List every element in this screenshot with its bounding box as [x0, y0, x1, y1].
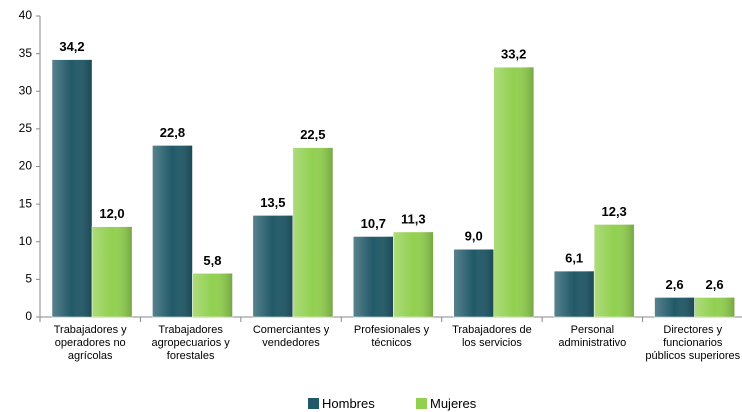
bar-shade	[594, 224, 635, 317]
bar-group	[553, 270, 595, 318]
data-label: 22,5	[300, 127, 325, 142]
y-tick-label: 15	[19, 196, 33, 210]
legend-swatch	[416, 398, 427, 409]
bar-group	[393, 231, 434, 318]
bar-group	[593, 224, 635, 318]
y-tick-label: 10	[19, 234, 33, 248]
y-tick-label: 40	[19, 8, 33, 22]
bar-group	[292, 147, 334, 318]
y-tick-label: 25	[19, 121, 33, 135]
bar-shade	[152, 145, 193, 317]
bar-group	[654, 297, 695, 318]
bar-shade	[192, 273, 233, 317]
data-label: 2,6	[666, 277, 684, 292]
data-label: 10,7	[361, 216, 386, 231]
legend-swatch	[308, 398, 319, 409]
x-tick-label: Comerciantes y vendedores	[252, 324, 330, 349]
x-tick-label: Personal administrativo	[558, 324, 627, 349]
bar-group	[353, 236, 394, 318]
bar-group	[252, 215, 294, 318]
bar-group	[694, 297, 735, 318]
bar-shade	[92, 226, 132, 317]
legend-label: Mujeres	[430, 396, 477, 411]
legend-item: Mujeres	[416, 396, 476, 411]
data-label: 12,0	[99, 206, 124, 221]
x-tick-label: Trabajadores agropecuarios y forestales	[151, 324, 230, 362]
bar-shade	[694, 297, 735, 317]
bar-shade	[292, 147, 333, 317]
data-label: 2,6	[706, 277, 724, 292]
data-label: 9,0	[465, 229, 483, 244]
data-label: 22,8	[160, 125, 185, 140]
data-label: 33,2	[501, 47, 526, 62]
y-tick-label: 20	[19, 159, 33, 173]
data-label: 13,5	[260, 195, 285, 210]
bar-group	[51, 59, 93, 318]
bar-shade	[353, 236, 394, 317]
bar-group	[91, 226, 133, 318]
data-label: 34,2	[59, 39, 84, 54]
bar-shade	[52, 59, 92, 318]
legend-item: Hombres	[308, 396, 375, 411]
bar-group	[453, 249, 494, 318]
bar-shade	[493, 67, 534, 317]
data-label: 12,3	[601, 204, 626, 219]
x-tick-label: Trabajadores y operadores no agrícolas	[53, 324, 127, 362]
bar-shade	[654, 297, 695, 317]
data-label: 5,8	[203, 253, 221, 268]
bar-shade	[453, 249, 494, 317]
y-tick-label: 30	[19, 83, 33, 97]
bar-group	[192, 273, 233, 318]
x-tick-label: Trabajadores de los servicios	[452, 324, 532, 349]
bar-shade	[554, 271, 595, 317]
x-tick-label: Profesionales y técnicos	[353, 324, 430, 349]
x-tick-label: Directores y funcionarios públicos super…	[645, 324, 741, 362]
y-tick-label: 5	[25, 272, 32, 286]
bar-shade	[252, 215, 293, 317]
bar-group	[493, 66, 534, 318]
y-tick-label: 0	[25, 309, 32, 323]
legend-label: Hombres	[322, 396, 375, 411]
y-tick-label: 35	[19, 46, 33, 60]
data-label: 11,3	[401, 211, 426, 226]
data-label: 6,1	[565, 251, 583, 266]
bar-shade	[393, 231, 434, 317]
bar-group	[152, 145, 193, 318]
